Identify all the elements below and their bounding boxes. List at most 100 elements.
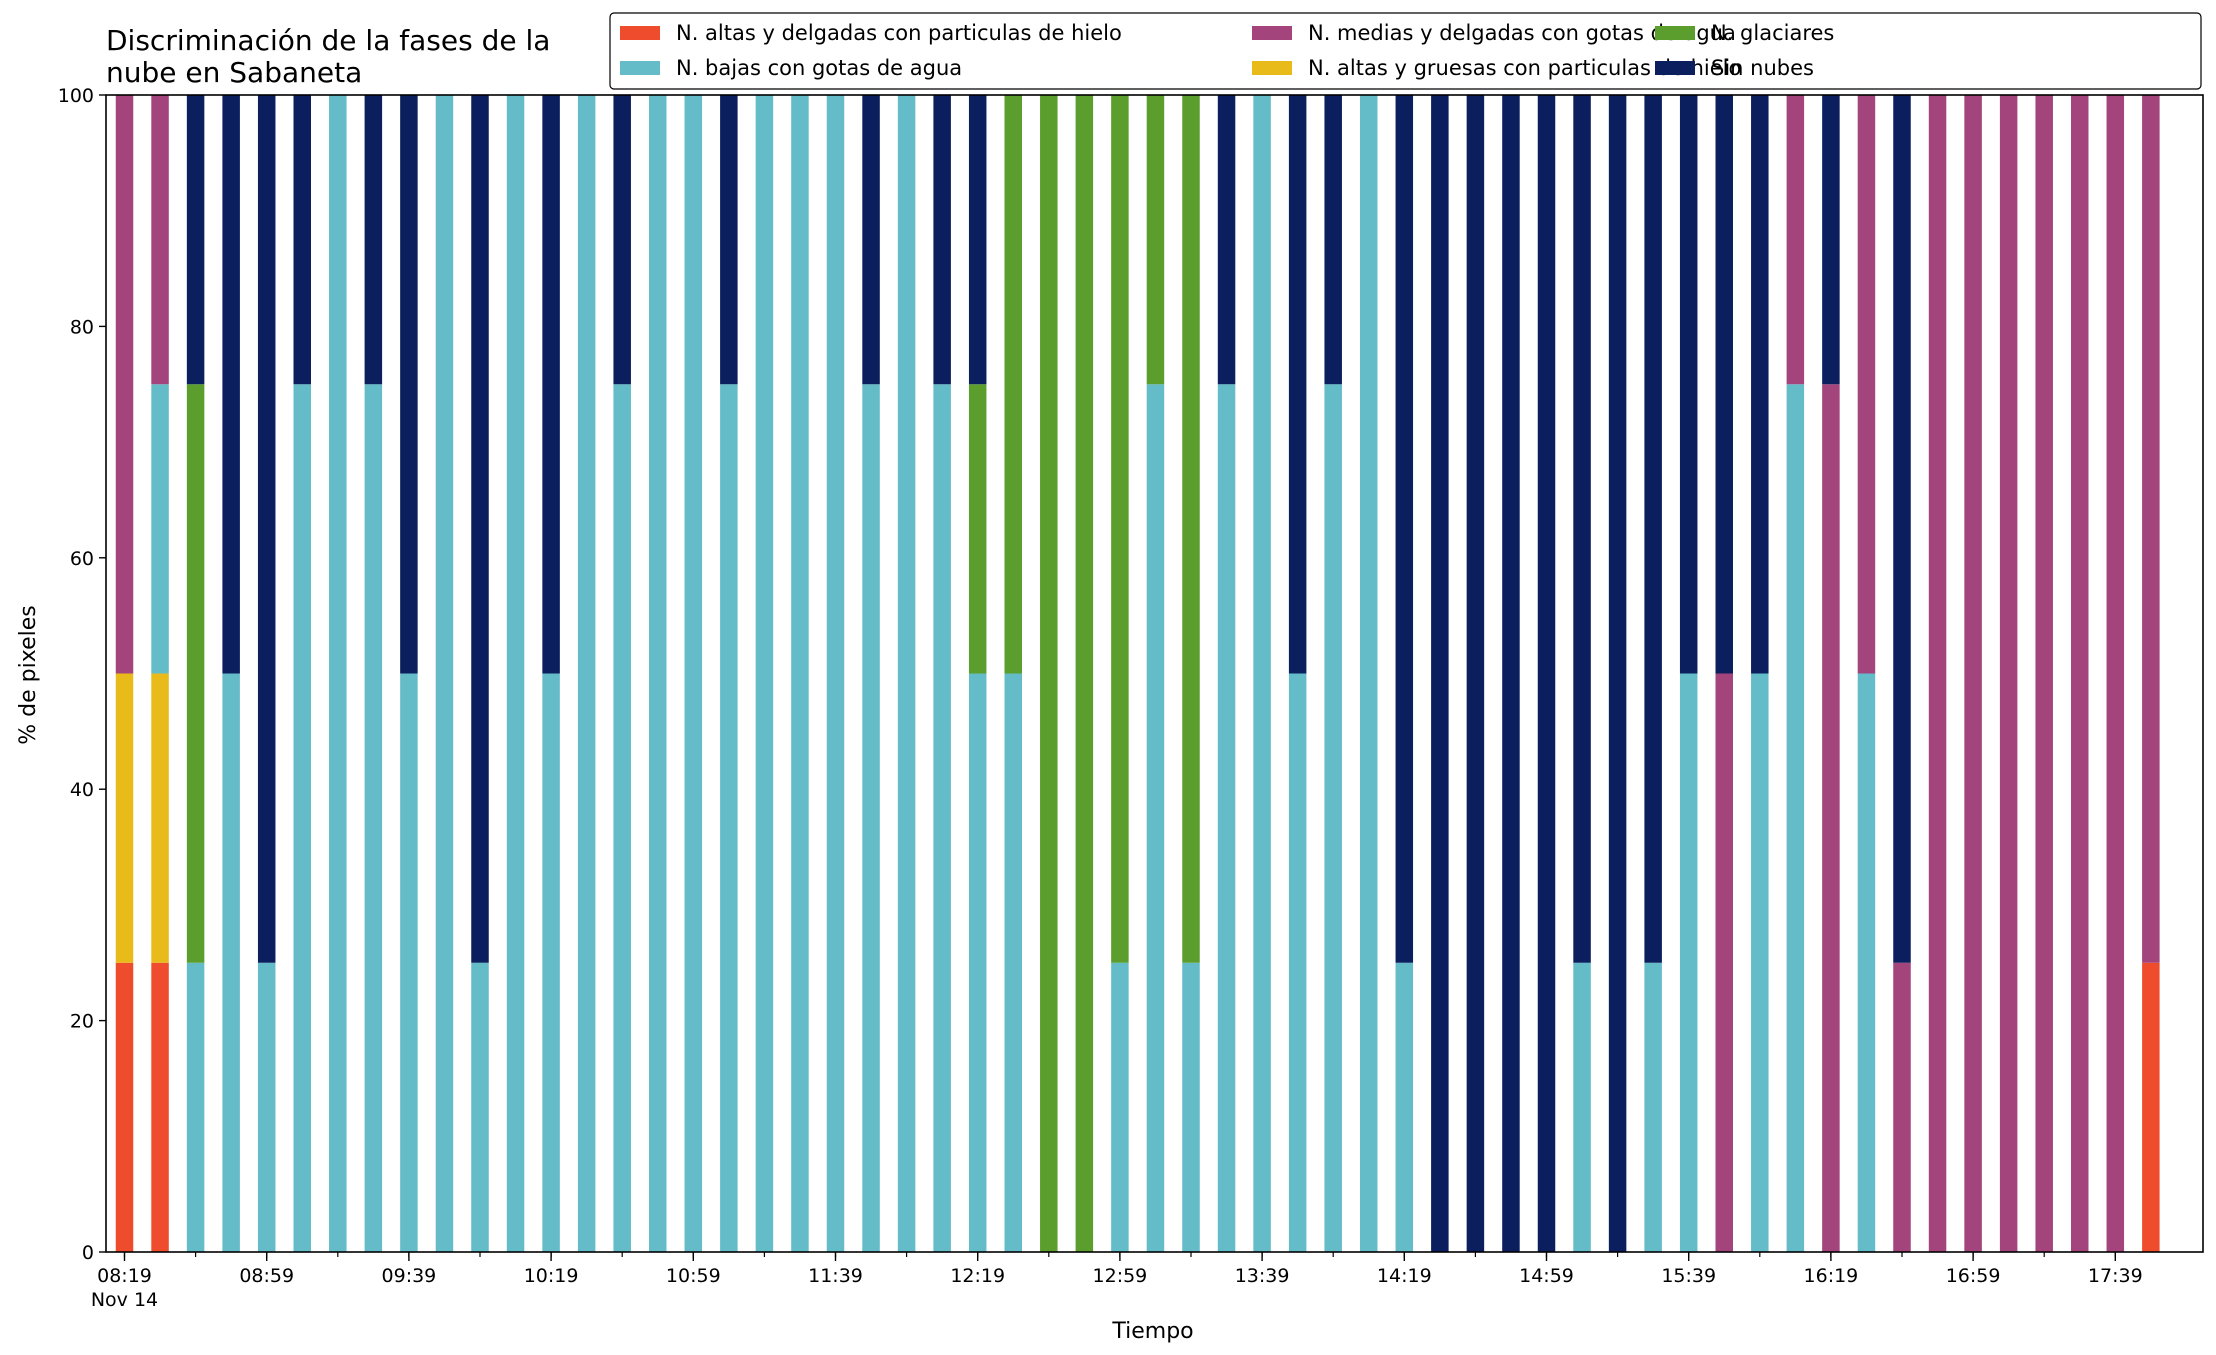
bar-segment [1751, 673, 1769, 1252]
bar-segment [1111, 962, 1129, 1252]
y-tick-label: 80 [70, 316, 94, 338]
bar-segment [1964, 95, 1982, 1252]
chart-title-line: nube en Sabaneta [106, 56, 362, 89]
legend-swatch [1252, 26, 1292, 40]
bar-segment [755, 95, 774, 1252]
bar-segment [471, 962, 489, 1252]
legend-box [609, 12, 2202, 90]
bar-segment [1537, 95, 1556, 1252]
x-tick-label: 15:39 [1661, 1265, 1716, 1287]
y-axis-label: % de pixeles [16, 605, 41, 744]
bar-segment [1466, 95, 1485, 1252]
bar-segment [257, 95, 276, 963]
bar-segment [186, 962, 205, 1252]
chart-title: Discriminación de la fases de la nube en … [106, 24, 550, 89]
bar-segment [2071, 95, 2089, 1252]
bar-segment [1715, 673, 1733, 1252]
bar-segment [1786, 384, 1805, 1252]
bar-segment [1288, 673, 1307, 1252]
bar-segment [897, 95, 916, 1252]
legend-label: N. altas y delgadas con particulas de hi… [676, 21, 1122, 45]
bar-segment [862, 384, 880, 1252]
x-tick-label: 08:59 [239, 1265, 294, 1287]
bar-segment [1893, 95, 1911, 963]
bar-segment [1786, 95, 1805, 385]
bar-segment [684, 95, 703, 1252]
y-tick-label: 60 [70, 548, 94, 570]
x-tick-label: 14:19 [1377, 1265, 1432, 1287]
bar-segment [115, 673, 134, 963]
bar-segment [2142, 95, 2160, 963]
bar-segment [1999, 95, 2018, 1252]
legend-swatch [1252, 61, 1292, 75]
bar-segment [1324, 95, 1342, 385]
bar-segment [1928, 95, 1947, 1252]
bar-segment [1679, 95, 1698, 674]
bar-segment [222, 673, 240, 1252]
bar-segment [1857, 95, 1876, 674]
bar-segment [968, 95, 987, 385]
bar-segment [1253, 95, 1271, 1252]
bar-segment [720, 384, 738, 1252]
y-tick-label: 0 [82, 1242, 94, 1264]
x-tick-label: 10:59 [666, 1265, 721, 1287]
bar-segment [364, 384, 383, 1252]
x-tick-sublabel: Nov 14 [91, 1289, 158, 1311]
bar-segment [186, 384, 205, 963]
bar-segment [400, 673, 418, 1252]
bar-segment [1679, 673, 1698, 1252]
bar-segment [1822, 384, 1840, 1252]
bar-segment [2106, 95, 2125, 1252]
bar-segment [1182, 95, 1200, 963]
bar-segment [329, 95, 347, 1252]
bar-segment [364, 95, 383, 385]
x-tick-label: 12:19 [950, 1265, 1005, 1287]
bar-segment [1146, 384, 1165, 1252]
plot-area [115, 95, 2160, 1252]
x-tick-label: 12:59 [1093, 1265, 1148, 1287]
bar-segment [115, 95, 134, 674]
bar-segment [1715, 95, 1733, 674]
bar-segment [1217, 384, 1236, 1252]
bar-segment [1324, 384, 1342, 1252]
legend-swatch [1655, 26, 1695, 40]
bar-segment [1893, 962, 1911, 1252]
bar-segment [933, 95, 951, 385]
bar-segment [1146, 95, 1165, 385]
x-tick-label: 14:59 [1519, 1265, 1574, 1287]
bar-segment [1751, 95, 1769, 674]
bar-segment [1857, 673, 1876, 1252]
x-tick-label: 08:19 [97, 1265, 152, 1287]
bar-segment [293, 384, 311, 1252]
bar-segment [542, 95, 560, 674]
bar-segment [826, 95, 845, 1252]
y-tick-label: 100 [58, 85, 94, 107]
bar-segment [1644, 962, 1662, 1252]
bar-segment [186, 95, 205, 385]
bar-segment [115, 962, 134, 1252]
bar-segment [293, 95, 311, 385]
bar-segment [151, 95, 169, 385]
bar-segment [613, 384, 631, 1252]
bar-segment [400, 95, 418, 674]
legend-label: N. bajas con gotas de agua [676, 56, 962, 80]
bar-segment [1395, 962, 1414, 1252]
bar-segment [542, 673, 560, 1252]
bar-segment [1573, 962, 1591, 1252]
legend-swatch [1655, 61, 1695, 75]
bar-segment [1217, 95, 1236, 385]
bar-segment [720, 95, 738, 385]
bar-segment [151, 384, 169, 674]
bar-segment [968, 673, 987, 1252]
bar-segment [1502, 95, 1520, 1252]
x-tick-label: 13:39 [1235, 1265, 1290, 1287]
bar-segment [791, 95, 809, 1252]
x-tick-label: 16:19 [1804, 1265, 1859, 1287]
legend-swatch [620, 26, 660, 40]
bar-segment [1431, 95, 1449, 1252]
x-tick-label: 16:59 [1946, 1265, 2001, 1287]
bar-segment [968, 384, 987, 674]
bar-segment [1360, 95, 1378, 1252]
bar-segment [151, 962, 169, 1252]
